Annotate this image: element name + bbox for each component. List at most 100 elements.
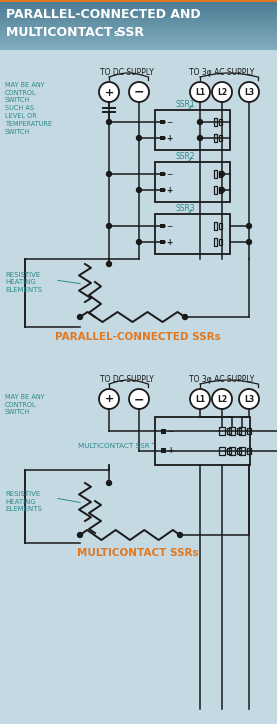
Circle shape [130,390,148,408]
Circle shape [191,390,209,408]
Text: MAY BE ANY
CONTROL
SWITCH
SUCH AS
LEVEL OR
TEMPERATURE
SWITCH: MAY BE ANY CONTROL SWITCH SUCH AS LEVEL … [5,82,52,135]
Circle shape [247,224,252,229]
Bar [214,238,217,246]
Circle shape [178,532,183,537]
Circle shape [130,83,148,101]
Circle shape [137,240,142,245]
Bar [0,33,277,34]
Bar [0,24,277,25]
Bar [0,40,277,41]
Text: +: + [166,134,172,143]
Bar [0,4,277,5]
Circle shape [106,119,112,125]
Text: TO DC SUPPLY: TO DC SUPPLY [100,375,154,384]
Bar [0,47,277,48]
Bar [219,239,222,245]
Text: MULTICONTACT SSR: MULTICONTACT SSR [78,443,150,449]
Bar [0,12,277,13]
Bar [0,1,277,2]
Bar [214,222,217,230]
Text: L1: L1 [195,395,205,404]
Circle shape [106,172,112,177]
Bar [0,46,277,47]
Bar [0,13,277,14]
Text: SSR2: SSR2 [176,152,196,161]
Text: TO 3φ AC SUPPLY: TO 3φ AC SUPPLY [189,375,255,384]
FancyBboxPatch shape [155,214,230,254]
Circle shape [100,390,118,408]
Circle shape [191,83,209,101]
Text: MAY BE ANY
CONTROL
SWITCH: MAY BE ANY CONTROL SWITCH [5,394,45,416]
Bar [0,26,277,27]
Bar [214,134,217,142]
Circle shape [183,314,188,319]
Bar [0,14,277,15]
Bar [219,135,222,141]
Bar [0,9,277,10]
Bar [0,2,277,3]
Bar [160,172,165,176]
Bar [214,118,217,126]
Circle shape [78,532,83,537]
Circle shape [106,224,112,229]
Bar [0,35,277,36]
Bar [0,41,277,42]
FancyBboxPatch shape [155,110,230,150]
Text: TO 3φ AC SUPPLY: TO 3φ AC SUPPLY [189,68,255,77]
Bar [0,18,277,19]
Bar [0,22,277,23]
Bar [160,136,165,140]
Text: L1: L1 [195,88,205,97]
Text: +: + [166,237,172,247]
Text: PARALLEL-CONNECTED SSRs: PARALLEL-CONNECTED SSRs [55,332,221,342]
Bar [0,8,277,9]
Bar [239,447,245,455]
Bar [0,32,277,33]
Bar [0,30,277,31]
Circle shape [78,314,83,319]
Bar [0,5,277,6]
Circle shape [219,188,224,193]
Text: TO DC SUPPLY: TO DC SUPPLY [100,68,154,77]
Bar [0,48,277,49]
Text: L3: L3 [244,395,254,404]
Bar [0,6,277,7]
FancyBboxPatch shape [155,162,230,202]
Circle shape [100,83,118,101]
Bar [214,170,217,178]
Text: L3: L3 [244,88,254,97]
Bar [247,429,251,434]
Text: −: − [134,393,144,406]
Bar [0,7,277,8]
Bar [0,44,277,45]
Bar [247,447,251,454]
Bar [237,447,241,454]
Circle shape [240,83,258,101]
Bar [0,25,277,26]
Bar [239,427,245,435]
Text: MULTICONTACT SSRs: MULTICONTACT SSRs [77,548,199,558]
Circle shape [240,390,258,408]
Circle shape [137,135,142,140]
Bar [0,0,277,1]
Bar [0,10,277,11]
Bar [0,39,277,40]
Bar [227,447,231,454]
Bar [229,447,235,455]
Circle shape [106,481,112,486]
Bar [0,15,277,16]
Bar [219,223,222,229]
Bar [0,42,277,43]
Circle shape [247,240,252,245]
Bar [229,427,235,435]
Bar [219,427,225,435]
Text: +: + [166,186,172,195]
Circle shape [213,390,231,408]
Bar [0,38,277,39]
Bar [0,28,277,29]
Bar [0,16,277,17]
Circle shape [137,188,142,193]
Bar [0,0,277,2]
Text: +: + [104,395,114,405]
Text: L2: L2 [217,88,227,97]
